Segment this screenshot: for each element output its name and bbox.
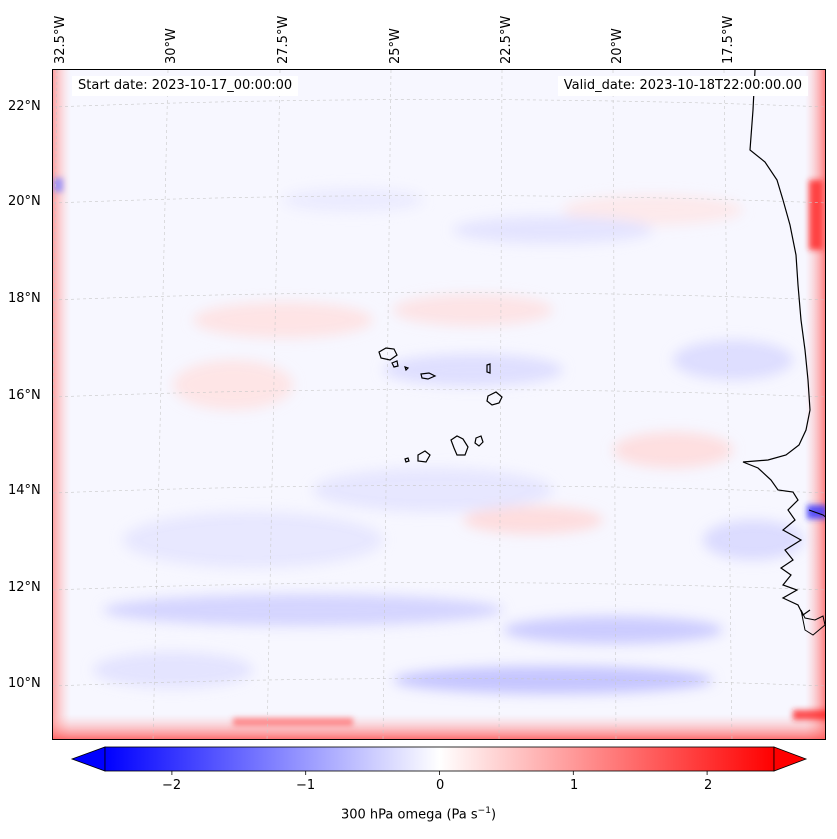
colorbar-tick-label: −1 [296, 778, 316, 793]
lon-label-17-5w: 17.5°W [721, 15, 736, 64]
bottom-edge-band [53, 714, 825, 739]
omega-field [53, 70, 825, 739]
colorbar [70, 746, 808, 775]
lat-label-14n: 14°N [8, 483, 41, 498]
colorbar-title-text: 300 hPa omega (Pa s [340, 807, 478, 823]
lon-label-27-5w: 27.5°W [276, 15, 291, 64]
colorbar-gradient [104, 746, 775, 772]
colorbar-extend-max [773, 746, 808, 772]
colorbar-title: 300 hPa omega (Pa s−1) [0, 806, 837, 822]
lon-label-22-5w: 22.5°W [499, 15, 514, 64]
graticule [53, 70, 825, 739]
colorbar-tick-label: 0 [436, 778, 445, 793]
cape-verde-islands [378, 347, 503, 463]
africa-coastline [742, 70, 811, 616]
lon-label-25w: 25°W [388, 28, 403, 64]
lat-label-10n: 10°N [8, 676, 41, 691]
lon-label-32-5w: 32.5°W [53, 15, 68, 64]
colorbar-title-close: ) [490, 807, 497, 823]
colorbar-tick-label: −2 [162, 778, 182, 793]
lat-label-22n: 22°N [8, 99, 41, 114]
omega-anomalies [93, 188, 803, 694]
colorbar-tick-label: 2 [704, 778, 713, 793]
lon-label-30w: 30°W [164, 28, 179, 64]
lat-label-16n: 16°N [8, 388, 41, 403]
lat-label-20n: 20°N [8, 194, 41, 209]
map-panel[interactable] [52, 69, 826, 740]
lon-label-20w: 20°W [610, 28, 625, 64]
lat-label-12n: 12°N [8, 580, 41, 595]
start-date-label: Start date: 2023-10-17_00:00:00 [72, 76, 299, 96]
valid-date-label: Valid_date: 2023-10-18T22:00:00.00 [557, 76, 808, 96]
right-edge-band [805, 70, 825, 739]
colorbar-tick-label: 1 [570, 778, 579, 793]
colorbar-title-exponent: −1 [477, 806, 491, 816]
colorbar-extend-min [70, 746, 106, 772]
lat-label-18n: 18°N [8, 291, 41, 306]
left-edge-band [53, 70, 71, 739]
